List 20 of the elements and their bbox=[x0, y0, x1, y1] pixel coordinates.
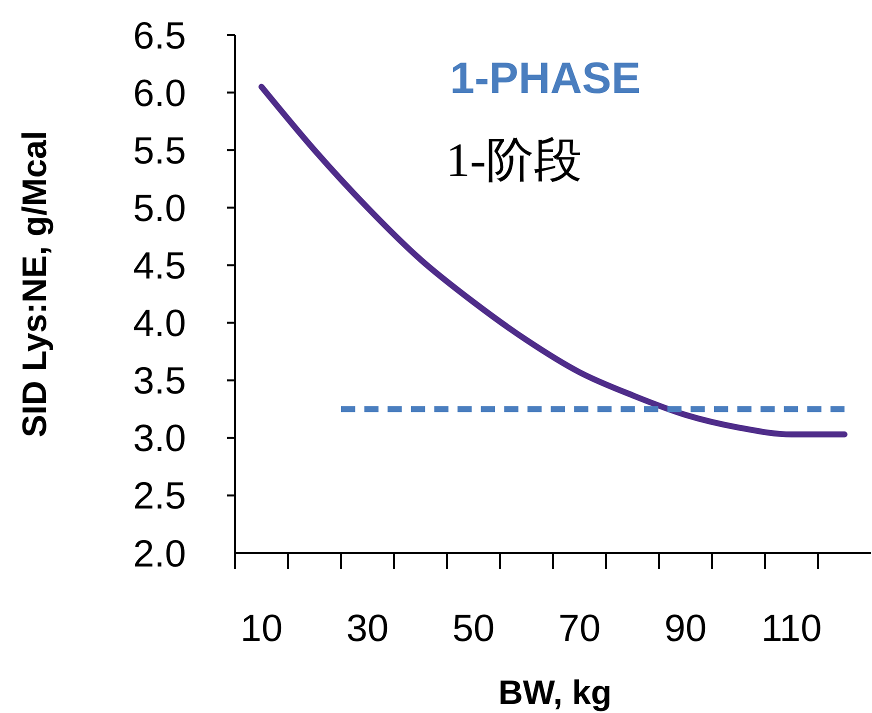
y-tick-label: 6.0 bbox=[133, 72, 186, 115]
y-axis-title: SID Lys:NE, g/Mcal bbox=[16, 130, 54, 438]
y-tick-label: 3.5 bbox=[133, 360, 186, 403]
x-tick-label: 110 bbox=[761, 608, 822, 650]
y-tick-label: 4.5 bbox=[133, 246, 186, 288]
y-tick-label: 5.5 bbox=[133, 130, 186, 172]
y-tick-label: 2.0 bbox=[133, 533, 186, 576]
annotation: 1-阶段 bbox=[446, 134, 582, 187]
y-tick-label: 5.0 bbox=[133, 188, 186, 230]
text: 1-PHASE bbox=[450, 54, 641, 103]
y-tick-label: 6.5 bbox=[133, 15, 186, 58]
y-tick-label: 2.5 bbox=[133, 476, 186, 518]
x-tick-label: 30 bbox=[346, 608, 389, 650]
y-tick-label: 4.0 bbox=[133, 303, 186, 346]
x-tick-label: 90 bbox=[664, 608, 707, 650]
x-axis-title: BW, kg bbox=[498, 674, 612, 712]
x-tick-label: 10 bbox=[240, 608, 283, 650]
x-tick-label: 70 bbox=[558, 608, 601, 650]
y-tick-label: 3.0 bbox=[133, 418, 186, 460]
x-tick-label: 50 bbox=[452, 608, 495, 650]
